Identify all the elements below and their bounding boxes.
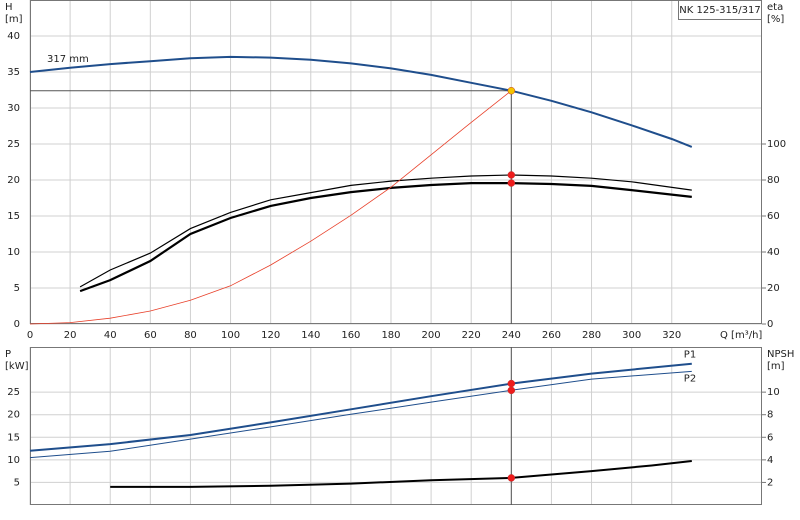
duty-point [507,379,516,388]
y-tick-label: 10 [7,247,20,258]
y2-axis-label: [m] [767,361,785,372]
y-tick-label: 25 [7,139,20,150]
curve-label: 317 mm [47,54,89,65]
curve [79,182,692,293]
x-tick-label: 160 [341,330,360,341]
duty-point [507,171,516,179]
y-tick-label: 15 [7,211,20,222]
y2-axis-label: NPSH [767,349,794,360]
y-tick-label: 15 [7,432,20,443]
curve [29,55,693,148]
x-tick-label: 0 [27,330,33,341]
y-tick-label: 25 [7,387,20,398]
x-tick-label: 60 [144,330,157,341]
curve [29,362,692,452]
x-tick-label: 220 [462,330,481,341]
x-tick-label: 80 [184,330,197,341]
curve [110,460,692,488]
x-tick-label: 280 [582,330,601,341]
y-tick-label: 0 [14,319,20,330]
x-tick-label: 300 [622,330,641,341]
y-tick-label: 5 [14,477,20,488]
y-tick-label: 35 [7,67,20,78]
duty-point [507,386,516,395]
x-tick-label: 100 [221,330,240,341]
x-tick-label: 180 [381,330,400,341]
curve-label: P1 [684,350,696,361]
y-tick-label: 40 [7,31,20,42]
y-tick-label: 10 [7,455,20,466]
y-tick-label: 20 [7,175,20,186]
plot-frame [30,347,762,505]
chart-title: NK 125-315/317 [679,5,760,16]
x-tick-label: 260 [542,330,561,341]
x-tick-label: 320 [662,330,681,341]
y2-tick-label: 4 [767,455,773,466]
y-axis-label: [kW] [5,361,29,372]
y-tick-label: 20 [7,410,20,421]
y2-tick-label: 60 [767,211,780,222]
x-tick-label: 200 [422,330,441,341]
y2-axis-label: [%] [767,14,784,25]
x-axis-label: Q [m³/h] [720,330,762,341]
y-axis-label: H [5,2,13,13]
y2-tick-label: 80 [767,175,780,186]
y2-tick-label: 8 [767,410,773,421]
y-axis-label: [m] [5,14,23,25]
plot-frame [30,0,762,324]
y2-tick-label: 40 [767,247,780,258]
x-tick-label: 140 [301,330,320,341]
duty-point [507,179,516,187]
y2-axis-label: eta [767,2,783,13]
y2-tick-label: 20 [767,283,780,294]
curve [79,174,692,288]
y2-tick-label: 6 [767,432,773,443]
x-tick-label: 120 [261,330,280,341]
y2-tick-label: 100 [767,139,786,150]
x-tick-label: 20 [64,330,77,341]
curve [29,370,692,459]
x-tick-label: 240 [502,330,521,341]
curve [29,90,512,325]
y2-tick-label: 2 [767,477,773,488]
curve-label: P2 [684,373,696,384]
duty-point [507,86,516,95]
x-tick-label: 40 [104,330,117,341]
y-tick-label: 30 [7,103,20,114]
y-axis-label: P [5,349,11,360]
y-tick-label: 5 [14,283,20,294]
duty-point [507,474,516,482]
y2-tick-label: 0 [767,319,773,330]
title-box [678,0,762,20]
y2-tick-label: 10 [767,387,780,398]
